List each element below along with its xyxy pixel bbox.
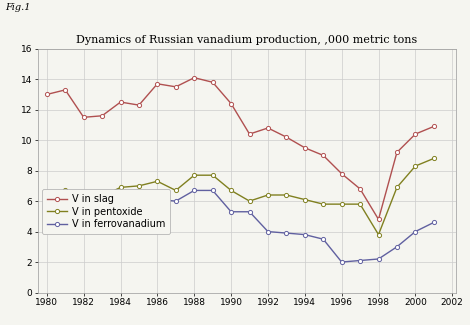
Text: Fig.1: Fig.1: [5, 3, 30, 12]
Legend: V in slag, V in pentoxide, V in ferrovanadium: V in slag, V in pentoxide, V in ferrovan…: [42, 189, 170, 234]
Title: Dynamics of Russian vanadium production, ,000 metric tons: Dynamics of Russian vanadium production,…: [76, 35, 417, 45]
